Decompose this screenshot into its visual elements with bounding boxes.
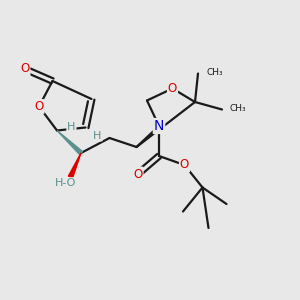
Polygon shape [57, 130, 82, 154]
Text: H: H [93, 130, 102, 141]
Text: O: O [134, 167, 142, 181]
Text: O: O [168, 82, 177, 95]
Text: CH₃: CH₃ [230, 104, 246, 113]
Text: O: O [34, 100, 43, 113]
Text: H-O: H-O [55, 178, 77, 188]
Text: CH₃: CH₃ [206, 68, 223, 77]
Text: O: O [180, 158, 189, 172]
Polygon shape [68, 153, 81, 178]
Text: N: N [154, 119, 164, 133]
Text: H: H [67, 122, 76, 133]
Text: O: O [20, 62, 29, 76]
